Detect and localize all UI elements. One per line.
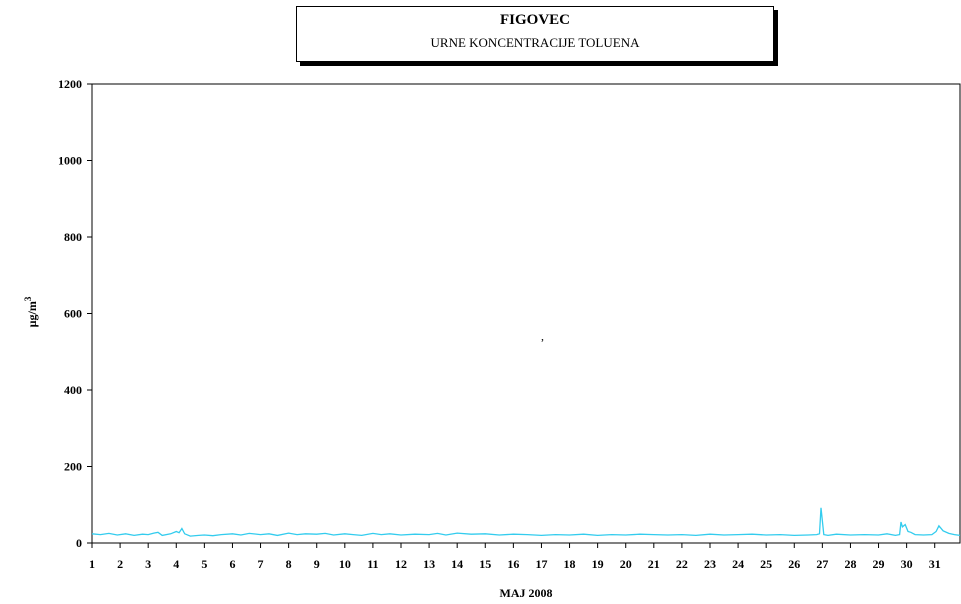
x-tick-label: 21 [648, 557, 660, 571]
x-tick-label: 28 [844, 557, 856, 571]
x-tick-label: 12 [395, 557, 407, 571]
x-tick-label: 16 [507, 557, 519, 571]
x-tick-label: 17 [535, 557, 547, 571]
x-tick-label: 2 [117, 557, 123, 571]
x-axis-title: MAJ 2008 [500, 586, 553, 600]
x-tick-label: 31 [929, 557, 941, 571]
y-tick-label: 200 [64, 460, 82, 474]
x-tick-label: 13 [423, 557, 435, 571]
x-tick-label: 5 [201, 557, 207, 571]
x-tick-label: 29 [873, 557, 885, 571]
y-tick-label: 1200 [58, 77, 82, 91]
series-line-0 [91, 507, 961, 537]
plot-frame [91, 83, 961, 544]
x-tick-label: 10 [339, 557, 351, 571]
y-axis-title-superscript: 3 [23, 296, 33, 301]
x-tick-label: 27 [816, 557, 828, 571]
y-tick-label: 0 [76, 536, 82, 550]
x-tick-label: 11 [367, 557, 378, 571]
y-axis: 0 200 400 600 800 1000 1200 [58, 77, 92, 550]
chart-title: FIGOVEC [499, 12, 570, 28]
y-axis-title-main: µg/m [25, 301, 39, 327]
x-tick-label: 9 [314, 557, 320, 571]
y-axis-title: µg/m3 [23, 296, 39, 327]
y-tick-label: 600 [64, 307, 82, 321]
x-tick-label: 24 [732, 557, 744, 571]
x-tick-label: 1 [89, 557, 95, 571]
x-tick-label: 25 [760, 557, 772, 571]
x-tick-label: 4 [173, 557, 179, 571]
y-tick-label: 1000 [58, 154, 82, 168]
x-tick-label: 7 [258, 557, 264, 571]
x-tick-label: 6 [229, 557, 235, 571]
x-tick-label: 18 [564, 557, 576, 571]
series-layer [91, 507, 961, 537]
stray-mark: , [541, 329, 544, 343]
y-tick-label: 800 [64, 230, 82, 244]
x-axis: 1 2 3 4 5 6 7 8 9 10 11 12 13 14 15 16 17 18 19 20 21 22 23 24 2… [89, 543, 941, 571]
y-tick-label: 400 [64, 383, 82, 397]
x-tick-label: 20 [620, 557, 632, 571]
x-tick-label: 15 [479, 557, 491, 571]
chart-subtitle: URNE KONCENTRACIJE TOLUENA [430, 35, 640, 50]
x-tick-label: 8 [286, 557, 292, 571]
x-tick-label: 19 [592, 557, 604, 571]
x-tick-label: 30 [901, 557, 913, 571]
x-tick-label: 23 [704, 557, 716, 571]
x-tick-label: 22 [676, 557, 688, 571]
chart-title-box: FIGOVEC URNE KONCENTRACIJE TOLUENA [296, 6, 774, 62]
x-tick-label: 3 [145, 557, 151, 571]
x-tick-label: 14 [451, 557, 463, 571]
plot-area [91, 83, 961, 544]
x-tick-label: 26 [788, 557, 800, 571]
